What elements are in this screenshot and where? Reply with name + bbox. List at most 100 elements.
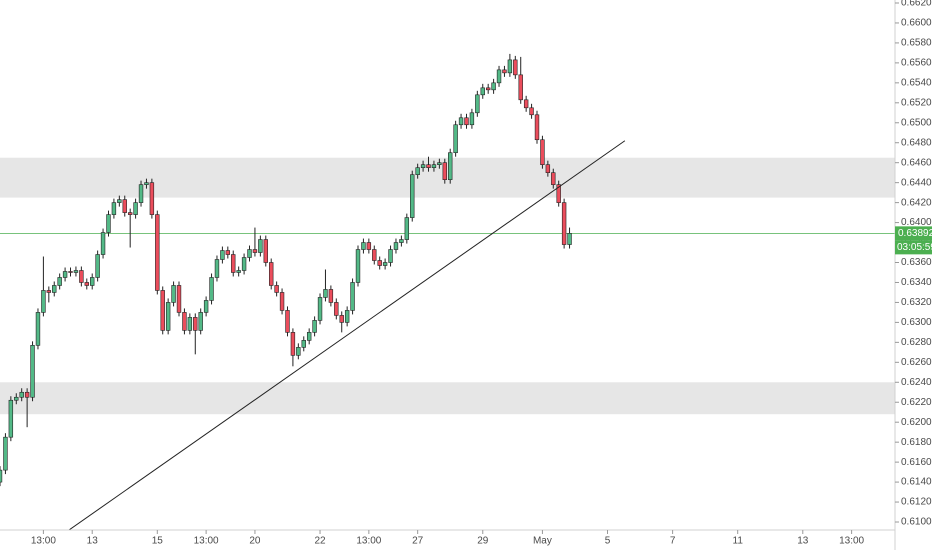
candle-body <box>442 162 447 180</box>
candle-body <box>317 297 323 321</box>
x-tick-label: 15 <box>152 536 164 547</box>
trendline <box>68 140 626 530</box>
candle-body <box>274 285 279 293</box>
candle-body <box>545 164 551 173</box>
candle-body <box>160 290 165 331</box>
candle-body <box>24 391 30 398</box>
candle-body <box>165 302 171 331</box>
candle-body <box>431 164 437 168</box>
candle-body <box>14 396 19 401</box>
candle-body <box>187 317 193 331</box>
candle-body <box>496 69 502 84</box>
candle-body <box>100 232 106 255</box>
candle-body <box>41 290 46 313</box>
candle-body <box>90 277 95 286</box>
candle-body <box>117 199 122 203</box>
candle-body <box>502 69 507 74</box>
candle-body <box>19 391 24 398</box>
candle-body <box>534 114 540 141</box>
candle-body <box>84 282 89 286</box>
candle-body <box>323 289 328 298</box>
x-tick-label: 5 <box>605 536 611 547</box>
x-tick-label: 27 <box>412 536 424 547</box>
candle-body <box>366 242 372 250</box>
candle-body <box>448 152 453 180</box>
candle-body <box>361 242 366 250</box>
candle-body <box>214 259 220 278</box>
x-tick-label: 13:00 <box>839 536 864 547</box>
candle-body <box>8 399 14 438</box>
candle-body <box>203 300 209 313</box>
candle-body <box>475 94 480 114</box>
countdown-badge <box>895 240 932 255</box>
candle-body <box>410 174 415 218</box>
last-price-label: 0.63892 <box>898 228 932 239</box>
candle-body <box>144 182 149 185</box>
candle-body <box>372 249 377 261</box>
candle-body <box>106 214 111 233</box>
x-tick-label: 13 <box>797 536 809 547</box>
candle-body <box>469 112 475 126</box>
candle-body <box>556 184 561 203</box>
candle-body <box>480 87 485 96</box>
candle-body <box>68 271 73 273</box>
candle-body <box>225 250 231 255</box>
candle-body <box>182 312 187 331</box>
x-tick-label: 13:00 <box>194 536 219 547</box>
candle-body <box>301 340 306 348</box>
x-tick-label: 11 <box>733 536 744 547</box>
candle-body <box>458 117 464 126</box>
candle-body <box>513 59 518 76</box>
candle-body <box>485 87 491 91</box>
candle-body <box>236 270 241 273</box>
candle-body <box>171 285 176 303</box>
candle-body <box>258 239 263 253</box>
candle-body <box>95 254 100 278</box>
x-tick-label: 20 <box>249 536 261 547</box>
plot-area <box>0 53 895 530</box>
zone <box>0 157 895 198</box>
candle-body <box>377 260 382 266</box>
candle-body <box>399 239 404 243</box>
candle-body <box>420 164 426 168</box>
candle-body <box>350 282 355 311</box>
x-tick-label: May <box>533 536 552 547</box>
candle-body <box>73 270 79 273</box>
candle-body <box>122 199 127 213</box>
candle-body <box>176 285 182 313</box>
candle-body <box>133 202 138 215</box>
candle-body <box>198 312 203 331</box>
candle-body <box>404 217 410 240</box>
candle-body <box>30 345 35 398</box>
candle-body <box>529 107 534 116</box>
candle-body <box>252 249 258 253</box>
candle-body <box>290 332 296 356</box>
candle-body <box>339 315 344 323</box>
x-tick-label: 13:00 <box>31 536 56 547</box>
candle-body <box>35 312 41 346</box>
candle-body <box>518 74 523 101</box>
candle-body <box>382 262 388 266</box>
candle-body <box>241 257 247 271</box>
x-tick-label: 29 <box>477 536 489 547</box>
candle-body <box>3 436 8 471</box>
candle-body <box>0 469 3 483</box>
candle-body <box>328 289 334 303</box>
candle-body <box>567 233 572 245</box>
